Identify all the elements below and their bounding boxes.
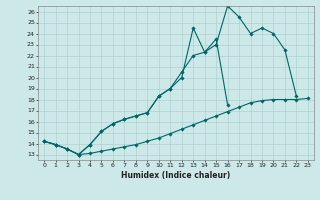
X-axis label: Humidex (Indice chaleur): Humidex (Indice chaleur) <box>121 171 231 180</box>
